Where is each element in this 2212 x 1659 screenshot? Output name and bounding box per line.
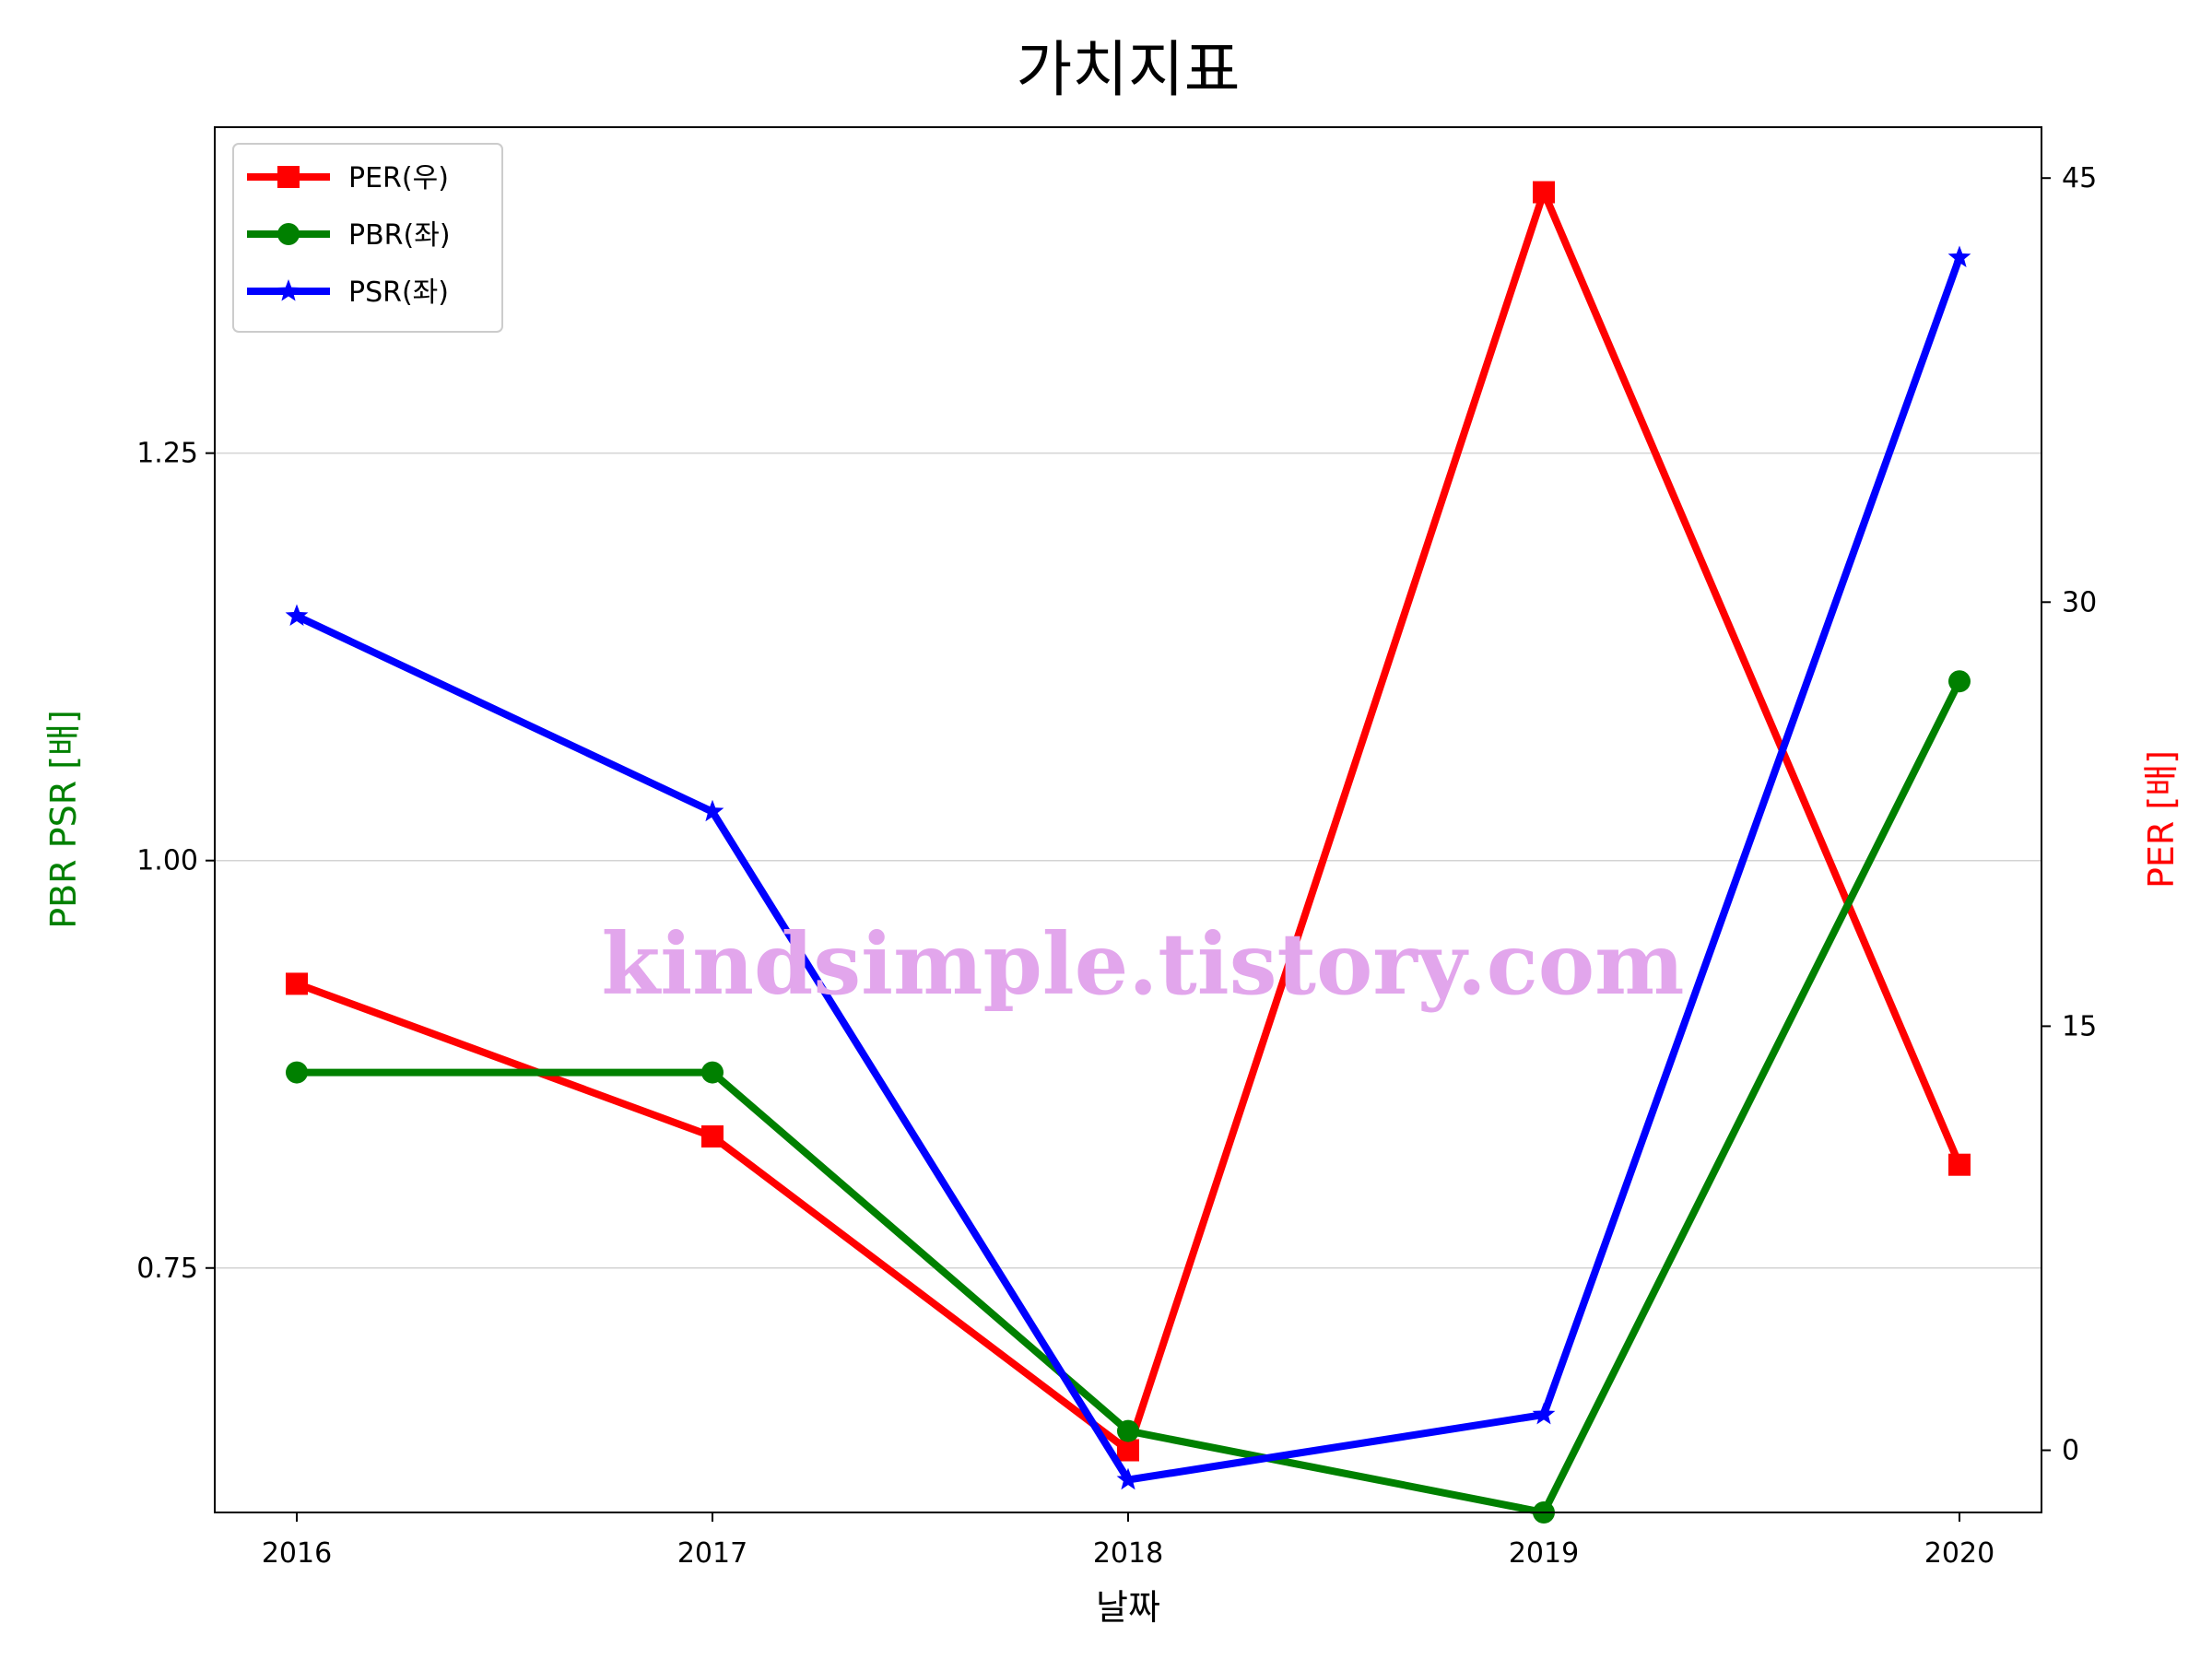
right-axis-label: PER [배]	[2141, 750, 2182, 888]
data-point-per	[286, 972, 308, 995]
left-axis-tick-label: 0.75	[136, 1253, 198, 1285]
legend-item-pbr: PBR(좌)	[247, 219, 451, 252]
data-series	[285, 181, 1971, 1524]
data-point-psr	[1532, 1402, 1556, 1425]
data-point-per	[1117, 1439, 1139, 1462]
legend-marker-per	[277, 166, 300, 188]
series-pbr	[286, 670, 1971, 1524]
right-axis-tick-label: 0	[2062, 1435, 2079, 1467]
grid-lines	[215, 452, 2041, 1269]
legend-label-per: PER(우)	[348, 162, 449, 194]
legend-items: PER(우) PBR(좌) PSR(좌)	[247, 162, 451, 309]
series-psr	[285, 245, 1971, 1490]
left-axis-label: PBR PSR [배]	[43, 710, 84, 929]
left-axis-tick-label: 1.00	[136, 845, 198, 877]
x-axis-tick-label: 2020	[1924, 1537, 1994, 1570]
left-axis-tick-label: 1.25	[136, 438, 198, 470]
data-point-pbr	[1117, 1419, 1139, 1442]
data-point-psr	[285, 604, 309, 626]
right-axis-tick-label: 15	[2062, 1010, 2097, 1042]
x-axis-tick-label: 2019	[1509, 1537, 1579, 1570]
data-point-pbr	[701, 1061, 724, 1084]
data-point-pbr	[286, 1061, 308, 1084]
legend-item-psr: PSR(좌)	[247, 276, 449, 309]
data-point-psr	[1947, 245, 1971, 267]
legend-marker-pbr	[277, 223, 300, 245]
chart-title: 가치지표	[1017, 34, 1241, 105]
axes: 0.75 1.00 1.25 0 15 30 45 2016 2017 2018 2019 2020	[136, 162, 2097, 1570]
x-axis-tick-label: 2018	[1093, 1537, 1163, 1570]
x-axis-label: 날짜	[1096, 1587, 1160, 1628]
data-point-per	[1533, 181, 1555, 204]
plot-frame	[214, 126, 2042, 1513]
legend-label-pbr: PBR(좌)	[348, 219, 451, 252]
x-axis-tick-label: 2016	[262, 1537, 332, 1570]
x-axis-tick-label: 2017	[677, 1537, 747, 1570]
data-point-per	[701, 1125, 724, 1148]
legend: PER(우) PBR(좌) PSR(좌)	[232, 143, 503, 333]
legend-marker-psr	[276, 279, 300, 301]
legend-label-psr: PSR(좌)	[348, 276, 449, 309]
legend-item-per: PER(우)	[247, 162, 449, 194]
data-point-per	[1948, 1153, 1971, 1176]
right-axis-tick-label: 45	[2062, 162, 2097, 194]
series-per	[286, 181, 1971, 1462]
right-axis-tick-label: 30	[2062, 586, 2097, 618]
data-point-pbr	[1948, 670, 1971, 693]
watermark-text: kindsimple.tistory.com	[601, 914, 1684, 1014]
data-point-psr	[700, 799, 724, 822]
legend-box	[232, 143, 503, 333]
data-point-psr	[1116, 1467, 1140, 1490]
